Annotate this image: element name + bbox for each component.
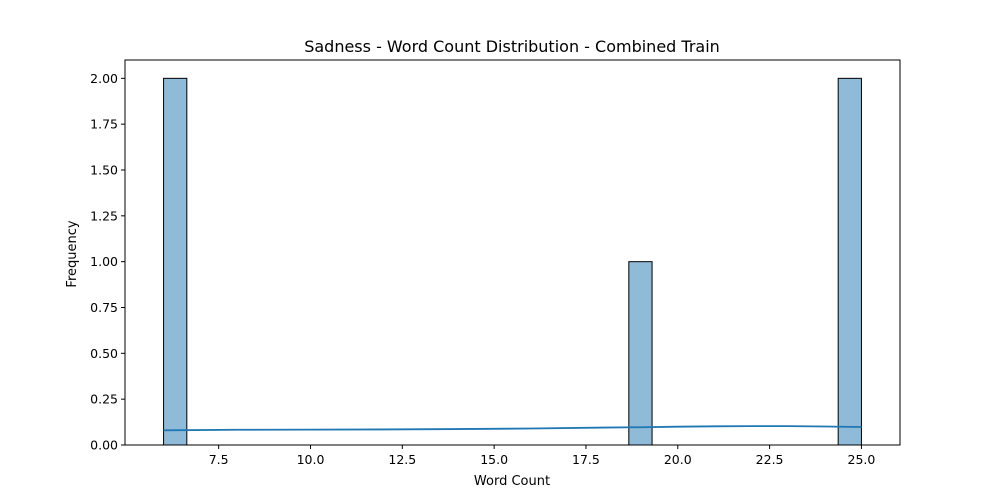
x-tick-label: 22.5 [756,452,784,467]
x-axis-ticks: 7.5 10.0 12.5 15.0 17.5 20.0 22.5 25.0 [209,445,876,467]
kde-line [163,425,862,432]
plot-area-frame [124,59,901,446]
y-tick-label: 1.75 [90,117,118,132]
x-tick-label: 12.5 [388,452,416,467]
y-tick-label: 1.25 [90,208,118,223]
x-tick-label: 15.0 [480,452,508,467]
x-tick-label: 10.0 [297,452,325,467]
y-tick-label: 0.00 [90,438,118,453]
x-tick-label: 20.0 [664,452,692,467]
x-tick-label: 17.5 [572,452,600,467]
y-tick-label: 2.00 [90,71,118,86]
y-axis-ticks: 0.00 0.25 0.50 0.75 1.00 1.25 1.50 1.75 2.00 [90,71,125,453]
x-axis-label: Word Count [474,474,550,489]
histogram-bar [163,77,188,446]
y-tick-label: 1.50 [90,163,118,178]
histogram-bar [628,261,653,446]
histogram-bars [163,77,862,446]
x-tick-label: 25.0 [848,452,876,467]
chart-title: Sadness - Word Count Distribution - Comb… [304,37,720,56]
y-axis-label: Frequency [65,220,80,287]
x-tick-label: 7.5 [209,452,229,467]
histogram-bar [837,77,862,446]
y-tick-label: 1.00 [90,254,118,269]
y-tick-label: 0.75 [90,300,118,315]
y-tick-label: 0.25 [90,392,118,407]
y-tick-label: 0.50 [90,346,118,361]
